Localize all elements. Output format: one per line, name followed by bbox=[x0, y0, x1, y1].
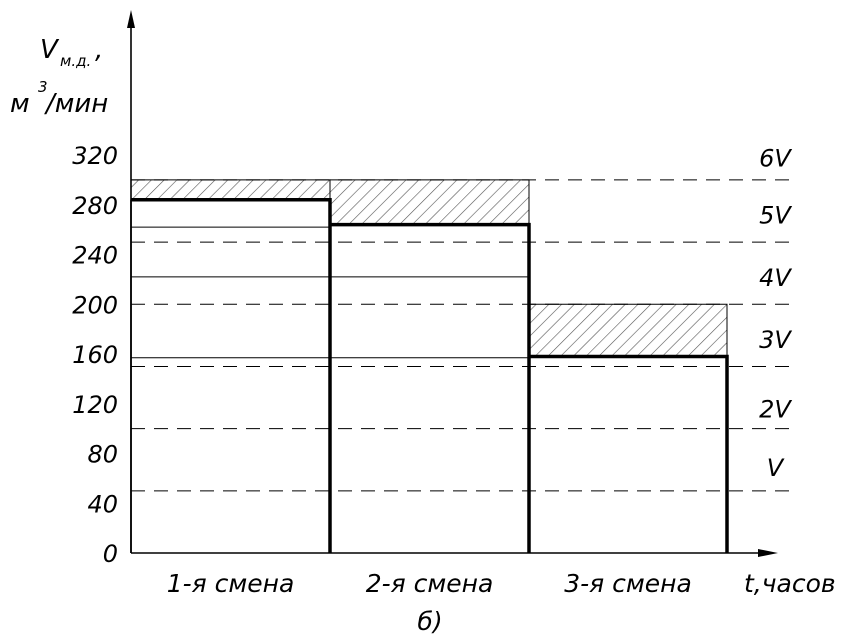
y-tick-label: 80 bbox=[87, 441, 118, 469]
level-label: 4V bbox=[759, 264, 792, 292]
level-label: 5V bbox=[759, 202, 792, 230]
y-tick-label: 320 bbox=[72, 142, 118, 170]
y-axis-unit-base: м bbox=[10, 89, 30, 119]
level-label: 2V bbox=[759, 396, 792, 424]
category-labels: 1-я смена 2-я смена 3-я смена bbox=[167, 569, 692, 598]
y-axis-unit-rest: /мин bbox=[44, 89, 108, 119]
hatched-area-3 bbox=[529, 304, 727, 357]
capacity-level-lines bbox=[131, 179, 792, 492]
level-label: 3V bbox=[759, 326, 792, 354]
bar-3 bbox=[529, 354, 729, 553]
y-axis-label-symbol: V bbox=[40, 35, 60, 65]
y-axis-label-comma: , bbox=[95, 35, 103, 65]
y-axis-unit-exponent: 3 bbox=[38, 78, 48, 96]
x-axis-label: t,часов bbox=[744, 569, 836, 598]
figure-caption: б) bbox=[417, 607, 442, 636]
hatched-area-1 bbox=[131, 179, 330, 200]
x-axis-arrow bbox=[758, 549, 778, 557]
y-tick-label: 0 bbox=[103, 540, 118, 568]
y-tick-label: 200 bbox=[72, 291, 118, 319]
level-label: 6V bbox=[759, 144, 792, 172]
category-label: 1-я смена bbox=[167, 569, 295, 598]
y-tick-label: 40 bbox=[87, 490, 118, 518]
bar-2 bbox=[330, 222, 531, 553]
y-tick-label: 120 bbox=[72, 391, 118, 419]
category-label: 2-я смена bbox=[366, 569, 494, 598]
hatched-reserve-areas bbox=[130, 179, 728, 357]
y-tick-label: 160 bbox=[72, 341, 118, 369]
y-tick-label: 240 bbox=[72, 242, 118, 270]
bar-1 bbox=[131, 198, 332, 553]
level-labels: 6V 5V 4V 3V 2V V bbox=[759, 144, 792, 482]
y-tick-labels: 0 40 80 120 160 200 240 280 320 bbox=[72, 142, 118, 568]
bars bbox=[130, 198, 729, 553]
hatched-area-2 bbox=[330, 179, 529, 225]
y-tick-label: 280 bbox=[72, 192, 118, 220]
category-label: 3-я смена bbox=[564, 569, 692, 598]
level-label: V bbox=[767, 454, 785, 482]
y-axis-label-subscript: м.д. bbox=[60, 52, 91, 70]
y-axis-arrow bbox=[127, 10, 135, 28]
